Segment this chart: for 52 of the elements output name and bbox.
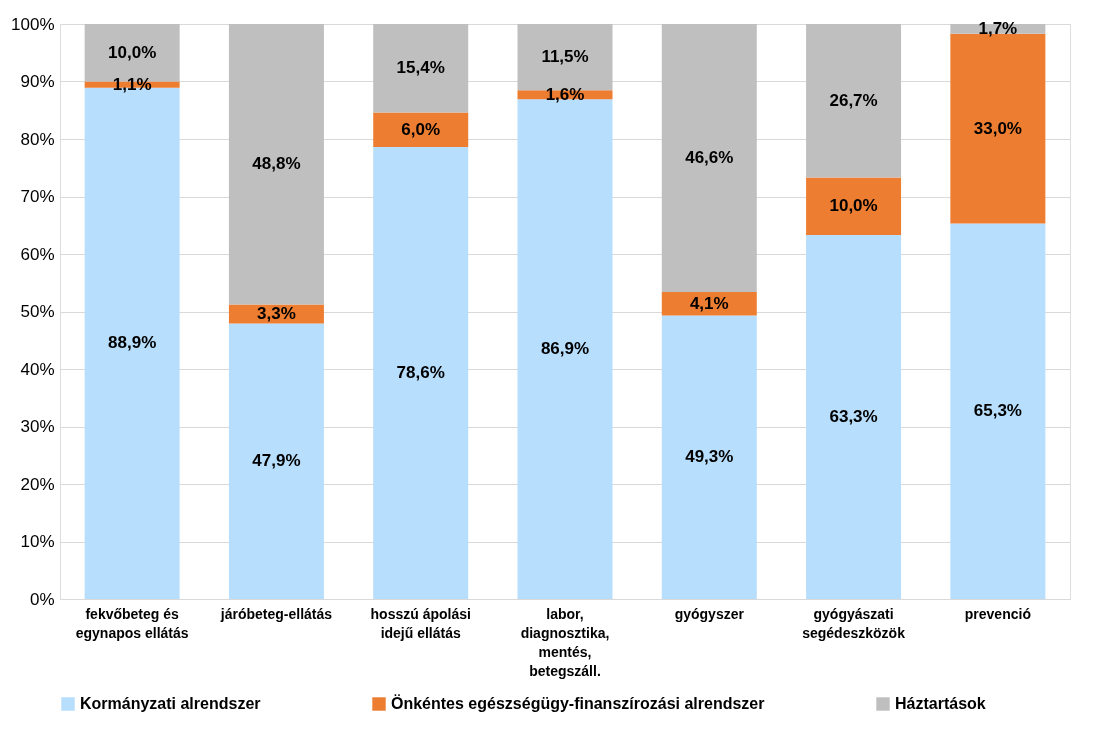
x-tick-label: járóbeteg-ellátás [219,605,333,622]
y-tick-label: 20% [20,474,55,494]
y-tick-label: 0% [29,589,55,609]
data-label: 46,6% [685,147,734,167]
x-tick-label: gyógyászati segédeszközök [802,605,906,641]
bar [806,24,902,178]
y-tick-label: 70% [20,187,55,206]
legend-label: Kormányzati alrendszer [80,695,261,712]
data-label: 33,0% [973,118,1022,138]
data-label: 48,8% [252,154,301,174]
data-label: 78,6% [396,363,445,383]
x-tick-label: hosszú ápolási idejű ellátás [370,605,471,641]
y-tick-label: 40% [20,359,55,379]
data-label: 3,3% [257,304,296,324]
data-label: 1,7% [978,18,1018,38]
data-label: 49,3% [685,447,734,467]
x-tick-label: prevenció [964,605,1031,622]
data-label: 11,5% [541,47,589,67]
data-label: 4,1% [689,293,729,313]
y-tick-label: 10% [20,532,55,551]
y-tick-label: 80% [20,129,55,149]
y-tick-label: 100% [11,14,55,34]
data-label: 6,0% [401,119,441,139]
data-label: 63,3% [829,407,878,427]
data-label: 15,4% [396,58,445,78]
bar [661,24,757,292]
bar [228,24,324,305]
bar [806,235,902,599]
bar [950,223,1046,599]
y-tick-label: 50% [20,302,55,321]
bar [661,315,757,599]
x-tick-label: gyógyszer [674,605,745,622]
x-tick-label: labor, diagnosztika, mentés, betegszáll. [520,605,610,679]
legend-label: Önkéntes egészségügy-finanszírozási alrendszer [391,694,765,712]
data-label: 88,9% [108,333,157,353]
bar [661,291,757,316]
bar [373,147,469,599]
data-label: 1,6% [545,84,585,104]
bar [373,24,469,113]
data-label: 26,7% [829,90,878,110]
bar [806,177,902,236]
y-tick-label: 90% [20,72,55,91]
data-label: 65,3% [973,401,1022,421]
data-label: 47,9% [252,451,301,471]
legend-label: Háztartások [895,695,986,712]
data-label: 10,0% [829,196,878,216]
bar [228,323,324,599]
data-label: 86,9% [540,339,590,359]
y-tick-label: 30% [20,417,55,436]
data-label: 10,0% [108,42,157,62]
y-tick-label: 60% [20,244,55,264]
x-tick-label: fekvőbeteg és egynapos ellátás [75,605,189,641]
